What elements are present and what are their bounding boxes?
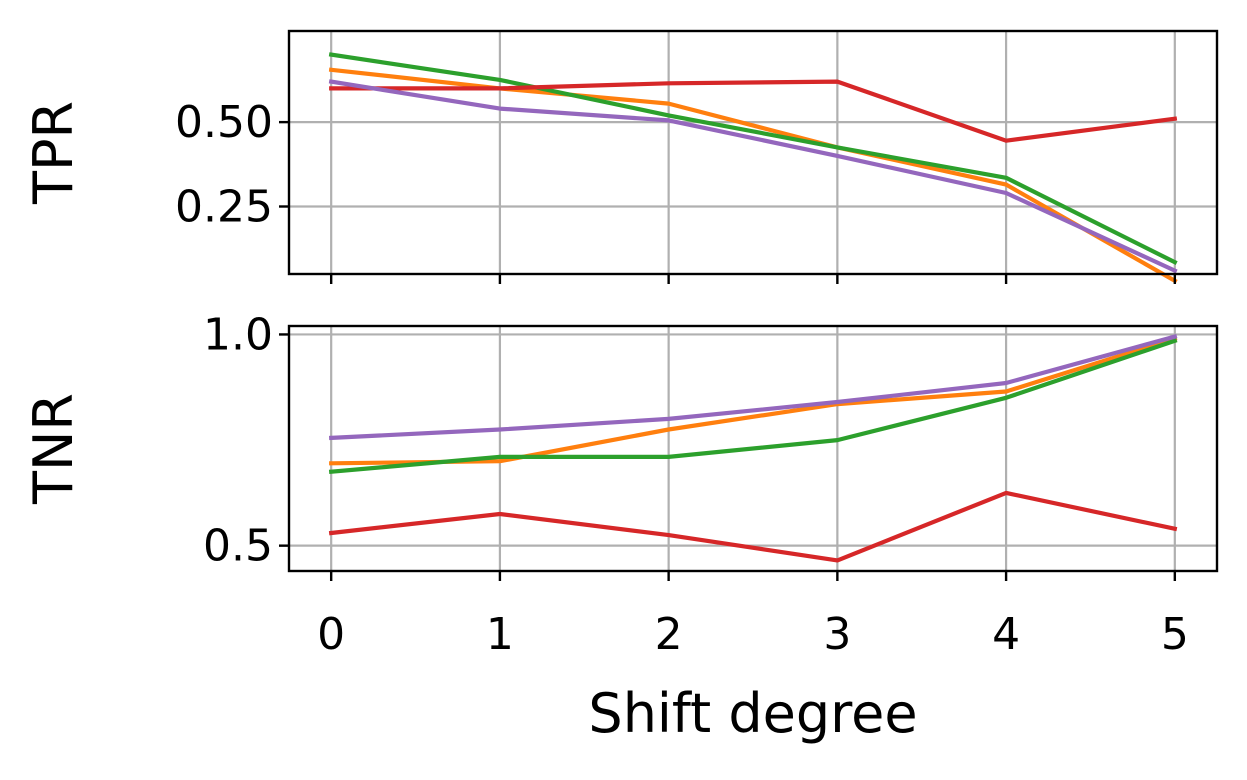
x-tick-label: 4: [992, 609, 1020, 660]
series-line-2: [328, 338, 1178, 474]
y-tick-label: 0.50: [175, 97, 273, 148]
chart-panels: 0.25 0.50 TPR 0.5 1.0 TNR 0 1 2 3 4 5: [22, 29, 1219, 660]
series-line-2: [328, 52, 1178, 266]
y-tick-label: 0.25: [175, 182, 273, 233]
x-tick-label: 5: [1161, 609, 1189, 660]
x-tick-label: 0: [317, 609, 345, 660]
x-tick-label: 2: [655, 609, 683, 660]
series-line-3: [328, 490, 1178, 563]
x-tick-label: 3: [823, 609, 851, 660]
series-line-1: [328, 67, 1178, 284]
series-line-4: [328, 79, 1178, 274]
series-line-1: [329, 336, 1178, 466]
y-axis-label: TPR: [22, 101, 85, 205]
plot-frame: [287, 29, 1219, 276]
panel-tnr: 0.5 1.0 TNR: [22, 309, 1219, 581]
plot-frame: [287, 324, 1219, 573]
panel-tpr: 0.25 0.50 TPR: [22, 29, 1219, 284]
x-axis-label: Shift degree: [588, 682, 917, 745]
series-line-4: [328, 334, 1178, 441]
y-axis-label: TNR: [22, 393, 85, 505]
series-line-3: [329, 79, 1178, 143]
y-tick-label: 0.5: [203, 521, 273, 572]
y-tick-label: 1.0: [203, 309, 273, 360]
x-tick-label: 1: [486, 609, 514, 660]
